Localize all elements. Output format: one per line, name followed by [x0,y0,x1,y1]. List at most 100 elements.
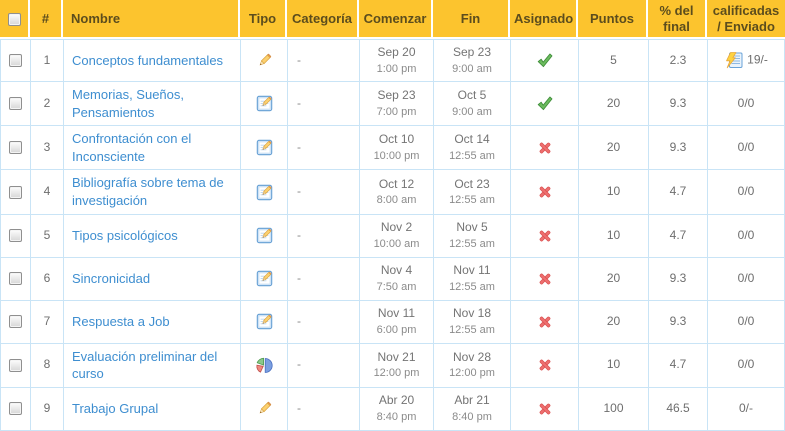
percent-cell: 2.3 [648,39,707,83]
row-select-cell [0,39,30,83]
row-select-cell [0,126,30,171]
x-icon[interactable] [538,315,552,329]
end-cell: Nov 11 12:55 am [433,257,510,301]
end-cell: Nov 5 12:55 am [433,214,510,258]
row-number: 8 [30,343,63,388]
row-checkbox[interactable] [9,315,22,329]
start-date: Oct 12 [378,176,415,191]
row-select-cell [0,300,30,344]
start-date: Sep 20 [377,45,416,60]
name-cell: Bibliografía sobre tema de investigación [63,170,240,215]
assigned-cell [510,300,578,344]
row-checkbox[interactable] [9,54,22,68]
assignment-link[interactable]: Tipos psicológicos [72,227,178,243]
points-cell: 100 [578,387,648,431]
select-all-checkbox[interactable] [7,12,21,26]
x-icon[interactable] [538,185,552,199]
start-date: Nov 11 [377,306,416,321]
assignment-icon [256,184,273,201]
row-checkbox[interactable] [9,229,22,243]
end-date: Nov 28 [452,349,492,364]
type-cell [240,214,287,258]
row-checkbox[interactable] [9,272,22,286]
assignment-link[interactable]: Bibliografía sobre tema de investigación [72,175,224,209]
table-row: 5 Tipos psicológicos - Nov 2 10:00 am No… [0,214,785,258]
assignment-link[interactable]: Sincronicidad [72,270,151,286]
points-cell: 10 [578,170,648,215]
graded-cell: 0/0 [707,126,785,171]
x-icon[interactable] [538,358,552,372]
graded-value: 0/0 [737,140,755,155]
row-checkbox[interactable] [9,97,22,111]
pie-chart-icon [255,357,273,374]
end-time: 12:55 am [449,150,495,163]
table-row: 7 Respuesta a Job - Nov 11 6:00 pm Nov 1… [0,300,785,344]
assigned-cell [510,82,578,127]
col-header-calificadas-enviado: calificadas / Enviado [707,0,785,40]
category-cell: - [287,39,359,83]
end-time: 12:55 am [449,194,495,207]
assigned-cell [510,387,578,431]
assignment-icon [256,95,273,112]
assigned-cell [510,170,578,215]
end-date: Nov 5 [456,220,488,235]
percent-cell: 46.5 [648,387,707,431]
col-header-fin: Fin [433,0,510,40]
start-time: 10:00 am [373,237,420,250]
points-cell: 20 [578,257,648,301]
start-cell: Nov 2 10:00 am [359,214,433,258]
row-checkbox[interactable] [9,402,22,416]
row-checkbox[interactable] [9,141,22,155]
percent-cell: 4.7 [648,170,707,215]
name-cell: Sincronicidad [63,257,240,301]
quick-grade-icon[interactable] [724,52,743,69]
check-icon[interactable] [537,53,553,68]
type-cell [240,170,287,215]
x-icon[interactable] [538,141,552,155]
assignment-link[interactable]: Respuesta a Job [72,313,170,329]
start-date: Nov 4 [380,263,413,278]
x-icon[interactable] [538,272,552,286]
assignment-link[interactable]: Evaluación preliminar del curso [72,348,218,382]
row-select-cell [0,82,30,127]
start-time: 1:00 pm [376,62,417,75]
col-header-nombre: Nombre [63,0,240,40]
row-checkbox[interactable] [9,185,22,199]
graded-cell: 0/0 [707,257,785,301]
end-time: 8:40 pm [452,410,492,423]
assignment-link[interactable]: Memorias, Sueños, Pensamientos [72,87,184,120]
x-icon[interactable] [538,402,552,416]
table-row: 3 Confrontación con el Inconsciente - Oc… [0,126,785,171]
end-time: 12:55 am [449,280,495,293]
x-icon[interactable] [538,229,552,243]
col-header-asignado: Asignado [510,0,578,40]
type-cell [240,257,287,301]
type-cell [240,39,287,83]
row-select-cell [0,257,30,301]
start-time: 8:40 pm [376,410,417,423]
start-date: Oct 10 [378,132,415,147]
start-cell: Nov 21 12:00 pm [359,343,433,388]
graded-value: 0/0 [737,270,755,285]
row-number: 6 [30,257,63,301]
row-checkbox[interactable] [9,358,22,372]
start-time: 12:00 pm [373,367,420,380]
assignment-link[interactable]: Confrontación con el Inconsciente [72,131,192,164]
end-time: 12:00 pm [449,367,495,380]
end-cell: Nov 18 12:55 am [433,300,510,344]
start-time: 7:00 pm [376,105,417,118]
start-time: 6:00 pm [376,323,417,336]
assigned-cell [510,257,578,301]
end-date: Oct 5 [457,88,487,103]
table-row: 6 Sincronicidad - Nov 4 7:50 am Nov 11 1… [0,257,785,301]
assignment-link[interactable]: Trabajo Grupal [72,400,159,416]
check-icon[interactable] [537,96,553,111]
start-cell: Abr 20 8:40 pm [359,387,433,431]
assigned-cell [510,126,578,171]
points-cell: 5 [578,39,648,83]
name-cell: Tipos psicológicos [63,214,240,258]
graded-value: 0/0 [737,95,755,110]
name-cell: Memorias, Sueños, Pensamientos [63,82,240,127]
row-number: 7 [30,300,63,344]
assignment-link[interactable]: Conceptos fundamentales [72,52,224,68]
